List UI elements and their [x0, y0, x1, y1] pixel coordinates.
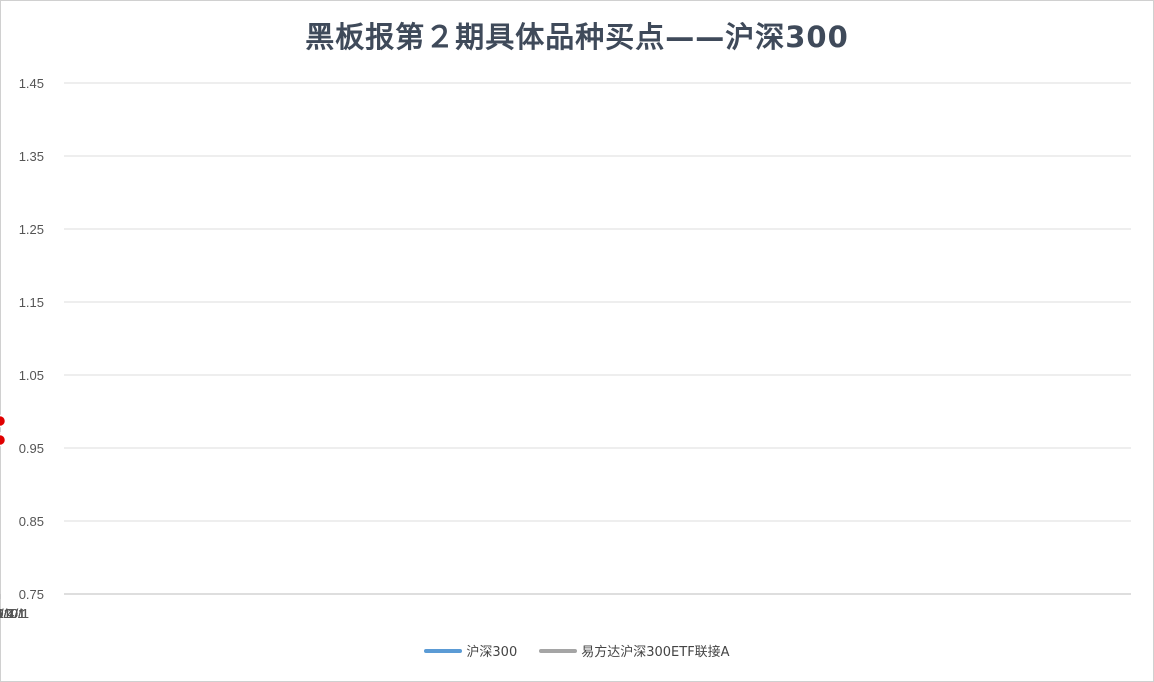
legend-label-hs300: 沪深300	[466, 645, 518, 660]
y-tick-label: 0.85	[19, 514, 44, 529]
legend-swatch-hs300	[424, 648, 463, 653]
x-tick-label: 2022/4/1	[0, 606, 25, 621]
x-tick-label: 2022/1/1	[0, 606, 25, 621]
y-tick-label: 1.45	[19, 76, 44, 91]
grid-lines	[64, 82, 1131, 522]
x-tick-label: 2022/10/1	[0, 606, 29, 621]
legend-item-hs300: 沪深300	[424, 641, 517, 660]
y-tick-label: 1.35	[19, 149, 44, 164]
x-tick-label: 2020/10/1	[0, 606, 29, 621]
legend: 沪深300 易方达沪深300ETF联接A	[0, 641, 1154, 660]
buy-point-marker	[0, 433, 7, 447]
chart-title: 黑板报第２期具体品种买点——沪深300	[305, 20, 849, 54]
y-tick-label: 1.15	[19, 295, 44, 310]
y-tick-label: 1.25	[19, 222, 44, 237]
y-tick-label: 0.75	[19, 587, 44, 602]
x-tick-label: 2022/7/1	[0, 606, 25, 621]
legend-label-etf: 易方达沪深300ETF联接A	[581, 645, 730, 660]
legend-item-etf: 易方达沪深300ETF联接A	[539, 641, 730, 660]
y-axis-ticks: 1.45 1.35 1.25 1.15 1.05 0.95 0.85 0.75	[19, 76, 44, 602]
x-tick-label: 2021/1/1	[0, 606, 25, 621]
legend-swatch-etf	[539, 648, 578, 653]
x-tick-label: 2021/7/1	[0, 606, 25, 621]
buy-point-markers	[0, 414, 7, 447]
y-tick-label: 0.95	[19, 441, 44, 456]
x-tick-label: 2021/10/1	[0, 606, 29, 621]
x-tick-label: 2021/4/1	[0, 606, 25, 621]
y-tick-label: 1.05	[19, 368, 44, 383]
x-axis-ticks: 2020/7/12020/10/12021/1/12021/4/12021/7/…	[0, 594, 29, 621]
x-tick-label: 2020/7/1	[0, 606, 25, 621]
buy-point-marker	[0, 414, 7, 428]
